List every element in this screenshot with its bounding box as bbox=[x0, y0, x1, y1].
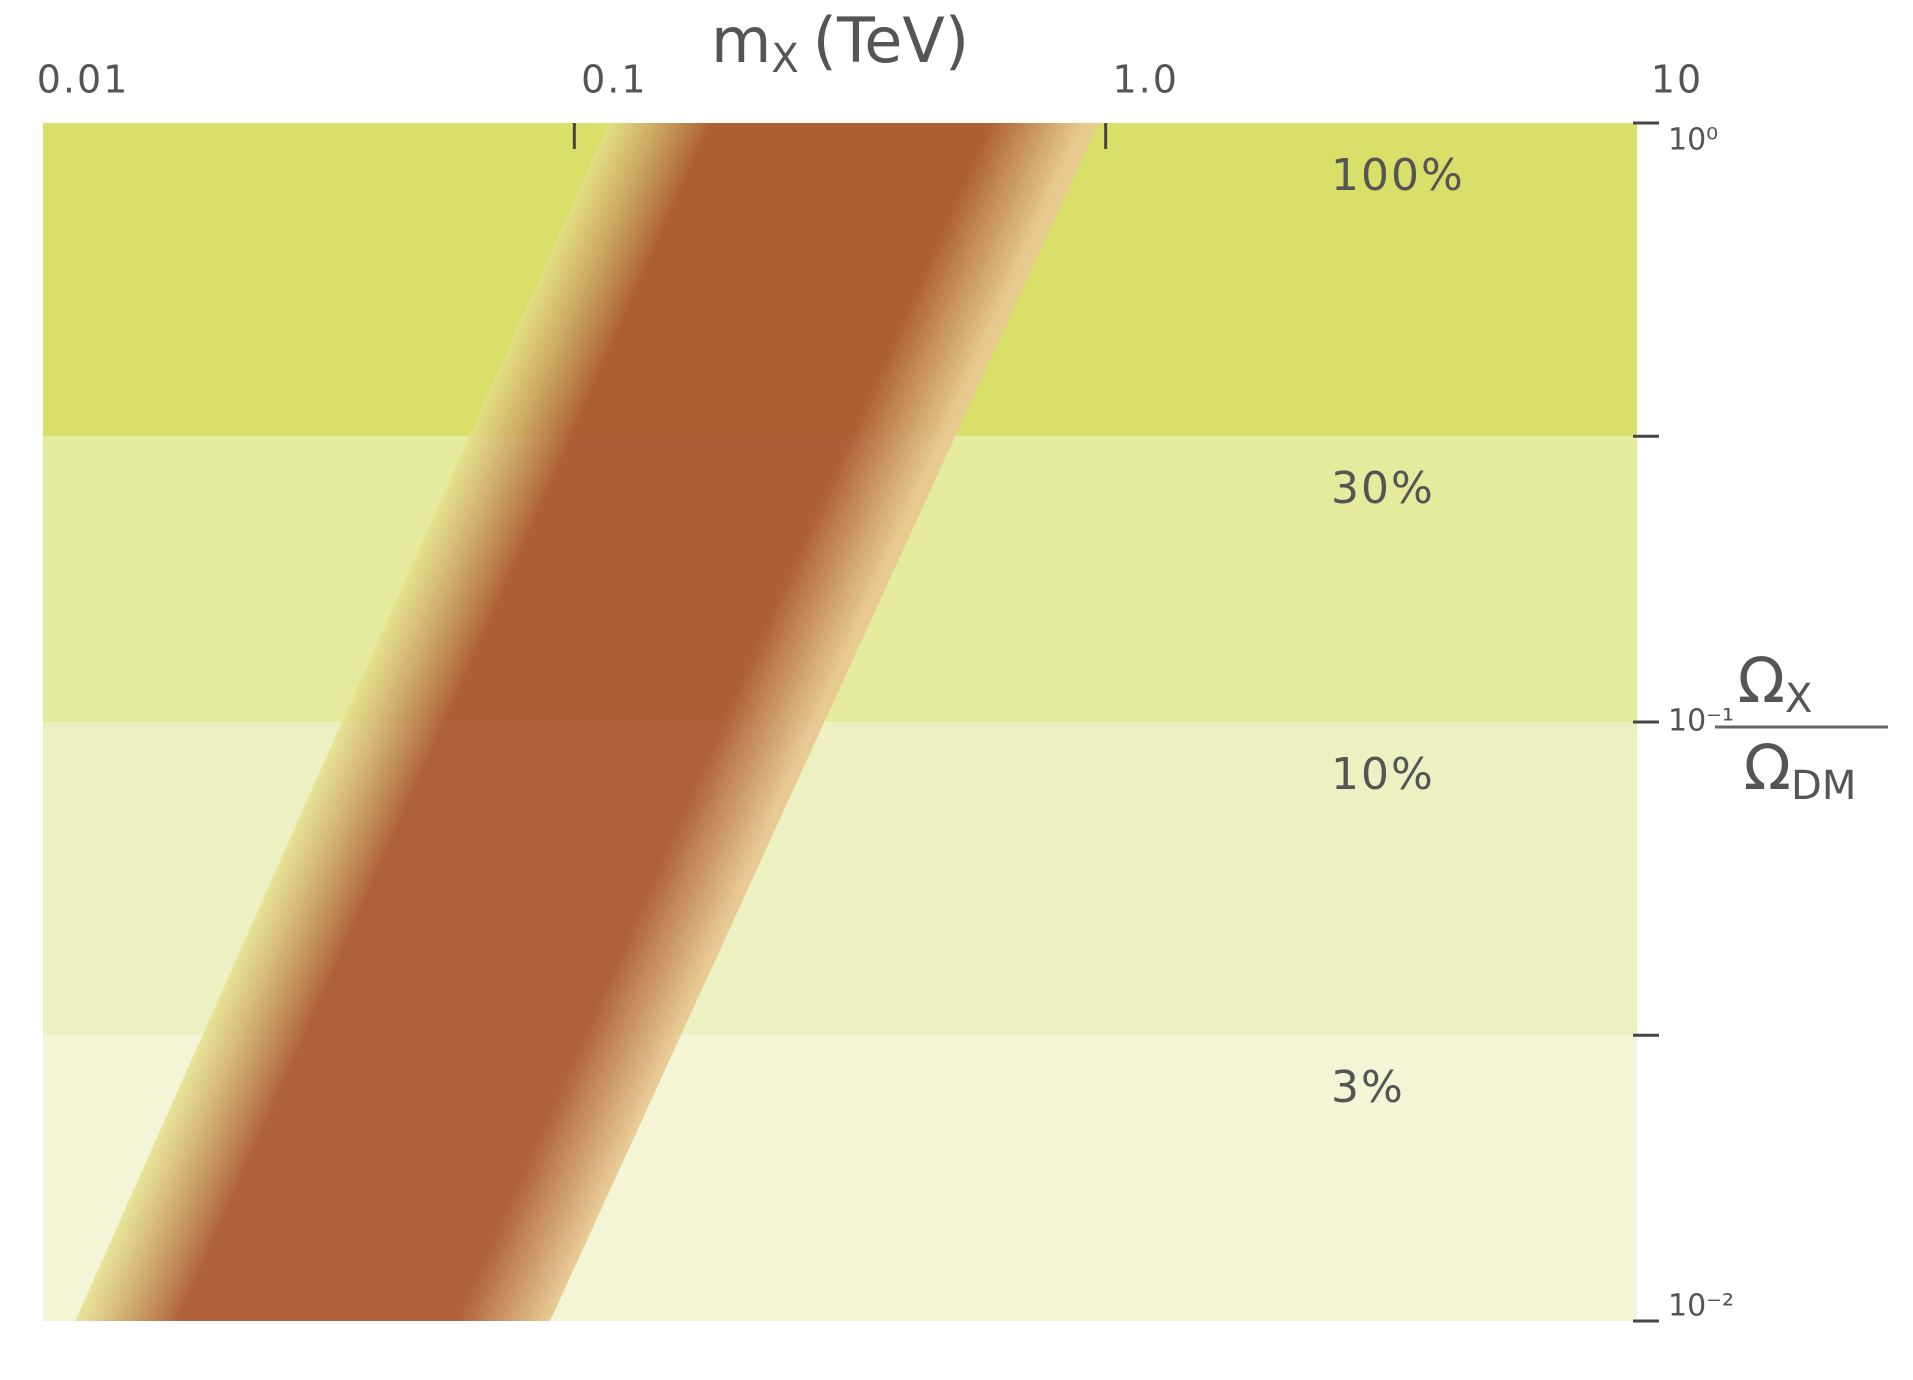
x-tick-label: 10 bbox=[1651, 58, 1703, 102]
x-title-unit: (TeV) bbox=[813, 4, 969, 77]
y-den-main: Ω bbox=[1744, 731, 1791, 804]
x-tick-label: 0.01 bbox=[37, 58, 130, 102]
band-label: 10% bbox=[1331, 749, 1435, 800]
band-label: 3% bbox=[1331, 1062, 1405, 1113]
y-axis-numerator: ΩX bbox=[1738, 644, 1813, 722]
band-label: 100% bbox=[1331, 150, 1465, 201]
y-tick-label: 10⁻¹ bbox=[1668, 704, 1734, 739]
y-tick-label: 10⁰ bbox=[1668, 123, 1718, 158]
x-tick-label: 1.0 bbox=[1112, 58, 1178, 102]
y-tick-label: 10⁻² bbox=[1668, 1289, 1734, 1324]
y-den-sub: DM bbox=[1791, 763, 1856, 809]
allowed-region bbox=[75, 123, 1099, 1321]
x-axis-title: mX (TeV) bbox=[711, 4, 969, 82]
x-tick-label: 0.1 bbox=[581, 58, 647, 102]
band-label: 30% bbox=[1331, 463, 1435, 514]
x-title-sub: X bbox=[771, 36, 798, 82]
y-num-sub: X bbox=[1785, 676, 1812, 722]
y-axis-denominator: ΩDM bbox=[1744, 731, 1857, 809]
y-num-main: Ω bbox=[1738, 644, 1785, 717]
x-title-main: m bbox=[711, 4, 771, 77]
